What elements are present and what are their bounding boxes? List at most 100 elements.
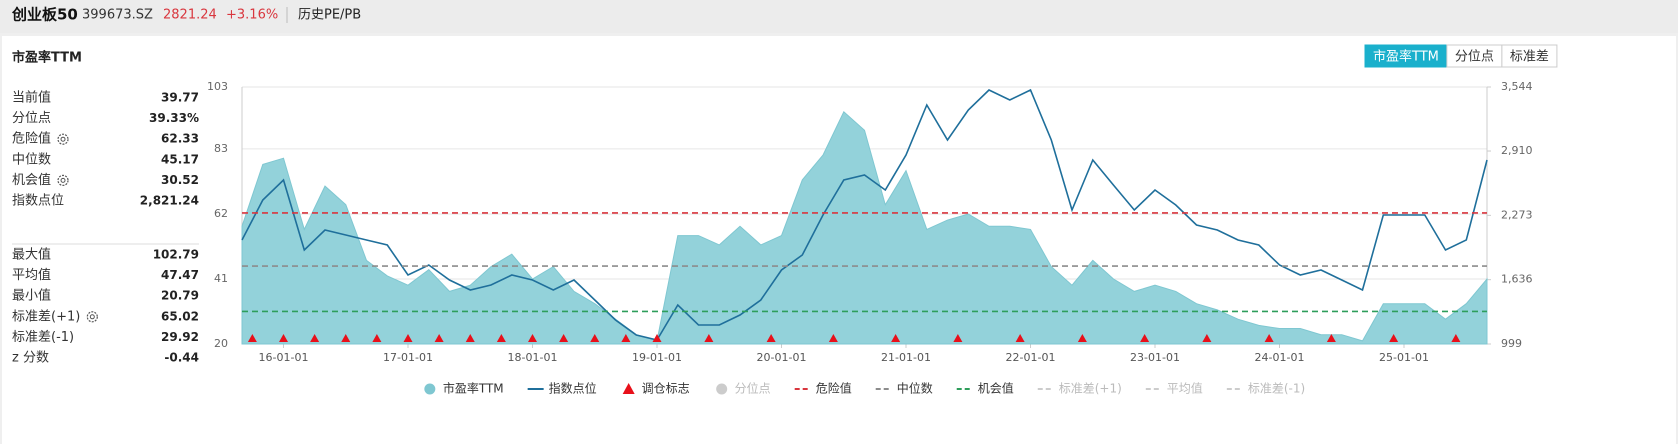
stat-label: 分位点 xyxy=(12,111,51,126)
rebalance-marker xyxy=(528,334,537,342)
stat-value: 65.02 xyxy=(161,309,199,323)
gear-outer xyxy=(57,174,69,186)
stat-value: 47.47 xyxy=(161,268,199,282)
settings-icon[interactable] xyxy=(86,311,98,323)
y2-tick-label: 1,636 xyxy=(1501,273,1533,286)
y-tick-label: 103 xyxy=(207,80,228,93)
legend-label[interactable]: 标准差(+1) xyxy=(1059,382,1122,396)
rebalance-marker xyxy=(891,334,901,342)
stat-value: 29.92 xyxy=(161,330,199,344)
legend-symbol xyxy=(622,383,635,394)
gear-outer xyxy=(57,133,69,145)
stat-label: 最大值 xyxy=(12,247,51,263)
stat-label: z 分数 xyxy=(12,351,49,366)
rebalance-marker xyxy=(1326,334,1336,342)
stat-value: 45.17 xyxy=(161,152,199,166)
stat-value: 2,821.24 xyxy=(140,194,199,208)
legend-label[interactable]: 调仓标志 xyxy=(642,382,690,396)
stat-label: 平均值 xyxy=(12,267,51,283)
panel-title: 市盈率TTM xyxy=(12,50,82,66)
rebalance-marker xyxy=(1264,334,1274,342)
x-tick-label: 21-01-01 xyxy=(881,351,931,364)
rebalance-marker xyxy=(434,334,444,342)
legend-label[interactable]: 指数点位 xyxy=(549,381,597,396)
legend-label[interactable]: 标准差(-1) xyxy=(1248,382,1305,396)
rebalance-marker xyxy=(652,334,662,342)
gear-inner xyxy=(60,177,66,183)
rebalance-marker xyxy=(310,334,320,342)
legend-label[interactable]: 危险值 xyxy=(816,381,852,396)
stat-label: 最小值 xyxy=(12,288,51,304)
stat-value: 30.52 xyxy=(161,173,199,187)
price: 2821.24 xyxy=(163,8,217,23)
x-tick-label: 18-01-01 xyxy=(508,351,558,364)
gear-inner xyxy=(60,136,66,142)
index-name: 创业板50 xyxy=(11,6,78,24)
index-code: 399673.SZ xyxy=(82,8,153,23)
rebalance-marker xyxy=(341,334,351,342)
rebalance-marker xyxy=(1015,334,1025,342)
rebalance-marker xyxy=(766,334,776,342)
legend: 市盈率TTM 指数点位 调仓标志 分位点 危险值 中位数 机会值 标准差(+1) 平均值 标准差(… xyxy=(424,381,1305,396)
gear-outer xyxy=(86,311,98,323)
rebalance-marker xyxy=(496,334,506,342)
x-tick-label: 20-01-01 xyxy=(757,351,807,364)
stat-value: 39.77 xyxy=(161,91,199,105)
settings-icon[interactable] xyxy=(57,174,69,186)
rebalance-marker xyxy=(465,334,475,342)
tab-label[interactable]: 市盈率TTM xyxy=(1373,49,1439,65)
stat-value: -0.44 xyxy=(164,351,199,365)
gear-inner xyxy=(89,314,95,320)
rebalance-marker xyxy=(279,334,288,342)
rebalance-marker xyxy=(1202,334,1212,342)
y2-tick-label: 999 xyxy=(1501,337,1522,350)
x-tick-label: 25-01-01 xyxy=(1379,351,1429,364)
stat-label: 当前值 xyxy=(12,90,51,106)
y-tick-label: 83 xyxy=(214,142,228,155)
y2-tick-label: 2,273 xyxy=(1501,208,1533,221)
stat-label: 中位数 xyxy=(12,152,51,167)
rebalance-marker xyxy=(828,334,838,342)
rebalance-marker xyxy=(1077,334,1087,342)
legend-label[interactable]: 市盈率TTM xyxy=(443,381,504,396)
index-line xyxy=(241,88,1488,341)
legend-symbol xyxy=(424,383,436,395)
stat-value: 20.79 xyxy=(161,289,199,303)
legend-label[interactable]: 中位数 xyxy=(897,381,933,396)
x-tick-label: 22-01-01 xyxy=(1006,351,1056,364)
settings-icon[interactable] xyxy=(57,133,69,145)
rebalance-marker xyxy=(1140,334,1150,342)
legend-label[interactable]: 分位点 xyxy=(735,381,771,396)
rebalance-marker xyxy=(704,334,714,342)
stat-label: 机会值 xyxy=(12,172,51,188)
y2-tick-label: 3,544 xyxy=(1501,80,1533,93)
tab[interactable] xyxy=(1501,44,1558,68)
x-tick-label: 16-01-01 xyxy=(259,351,309,364)
stat-value: 62.33 xyxy=(161,132,199,146)
y-tick-label: 41 xyxy=(214,272,228,285)
y2-tick-label: 2,910 xyxy=(1501,144,1533,157)
rebalance-marker xyxy=(590,334,600,342)
stat-label: 标准差(-1) xyxy=(12,330,74,345)
header-bar xyxy=(0,0,1678,33)
y-tick-label: 20 xyxy=(214,337,228,350)
rebalance-marker xyxy=(372,334,382,342)
rebalance-marker xyxy=(247,334,257,342)
tab-label[interactable]: 标准差 xyxy=(1510,50,1549,65)
stats: 当前值 39.77 分位点 39.33% 危险值 62.33 中位数 45.17 机会值 30.5… xyxy=(12,90,199,366)
stat-label: 标准差(+1) xyxy=(12,309,80,324)
rebalance-marker xyxy=(621,334,631,342)
rebalance-marker xyxy=(403,334,413,342)
rebalance-marker xyxy=(953,334,963,342)
stat-label: 指数点位 xyxy=(12,194,64,209)
legend-label[interactable]: 平均值 xyxy=(1167,381,1203,396)
rebalance-marker xyxy=(1389,334,1399,342)
legend-label[interactable]: 机会值 xyxy=(978,381,1014,396)
stat-value: 102.79 xyxy=(153,248,199,262)
history-link[interactable]: 历史PE/PB xyxy=(298,8,361,23)
tab-label[interactable]: 分位点 xyxy=(1455,50,1494,65)
stat-value: 39.33% xyxy=(149,111,199,125)
change: +3.16% xyxy=(226,8,278,23)
